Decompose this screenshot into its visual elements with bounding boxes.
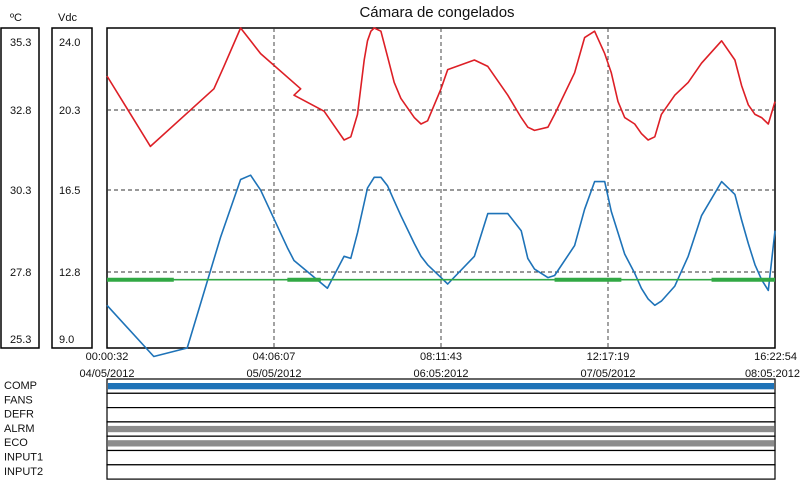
channel-row [106, 449, 776, 466]
x-tick-date: 04/05/2012 [79, 368, 134, 380]
plot-area [106, 27, 776, 349]
x-tick-date: 06:05:2012 [413, 368, 468, 380]
channel-label: ALRM [4, 423, 35, 435]
right-tick-label: 9.0 [59, 334, 74, 346]
x-tick-time: 04:06:07 [253, 351, 296, 363]
x-tick-time: 12:17:19 [587, 351, 630, 363]
channel-label: COMP [4, 380, 37, 392]
x-tick-time: 16:22:54 [754, 351, 797, 363]
series-line-1 [106, 174, 776, 358]
right-axis-unit: Vdc [58, 12, 77, 24]
right-tick-label: 24.0 [59, 37, 80, 49]
left-tick-label: 35.3 [10, 37, 31, 49]
x-tick-date: 05/05/2012 [246, 368, 301, 380]
x-axis-ticks: 00:00:32 04/05/2012 04:06:07 05/05/2012 08:1… [79, 351, 800, 380]
right-tick-label: 16.5 [59, 185, 80, 197]
x-tick-date: 07/05/2012 [580, 368, 635, 380]
right-tick-label: 12.8 [59, 267, 80, 279]
grid-lines [107, 28, 775, 348]
left-tick-label: 32.8 [10, 105, 31, 117]
left-tick-label: 27.8 [10, 267, 31, 279]
channel-active-bar [108, 425, 774, 433]
channel-label: FANS [4, 394, 33, 406]
channel-row [106, 464, 776, 480]
left-axis-box [0, 27, 40, 349]
channel-row [106, 407, 776, 423]
chart-title: Cámara de congelados [359, 4, 514, 21]
digital-channels: COMP FANS DEFR ALRM ECO INPUT1 INPUT2 [4, 378, 776, 480]
left-tick-label: 25.3 [10, 334, 31, 346]
channel-row [106, 392, 776, 409]
left-tick-label: 30.3 [10, 185, 31, 197]
x-tick-time: 00:00:32 [86, 351, 129, 363]
series-line-0 [106, 27, 776, 148]
right-tick-label: 20.3 [59, 105, 80, 117]
channel-label: ECO [4, 437, 28, 449]
series-group [106, 27, 776, 358]
right-axis-box [51, 27, 93, 349]
left-axis-unit: ºC [10, 12, 22, 24]
channel-active-bar [108, 440, 774, 447]
right-axis-ticks: 24.0 20.3 16.5 12.8 9.0 [59, 37, 80, 346]
channel-label: INPUT2 [4, 466, 43, 478]
left-axis-ticks: 35.3 32.8 30.3 27.8 25.3 [10, 37, 31, 346]
x-tick-date: 08:05:2012 [745, 368, 800, 380]
channel-label: DEFR [4, 409, 34, 421]
channel-active-bar [108, 383, 774, 390]
x-tick-time: 08:11:43 [420, 351, 462, 363]
channel-label: INPUT1 [4, 452, 43, 464]
